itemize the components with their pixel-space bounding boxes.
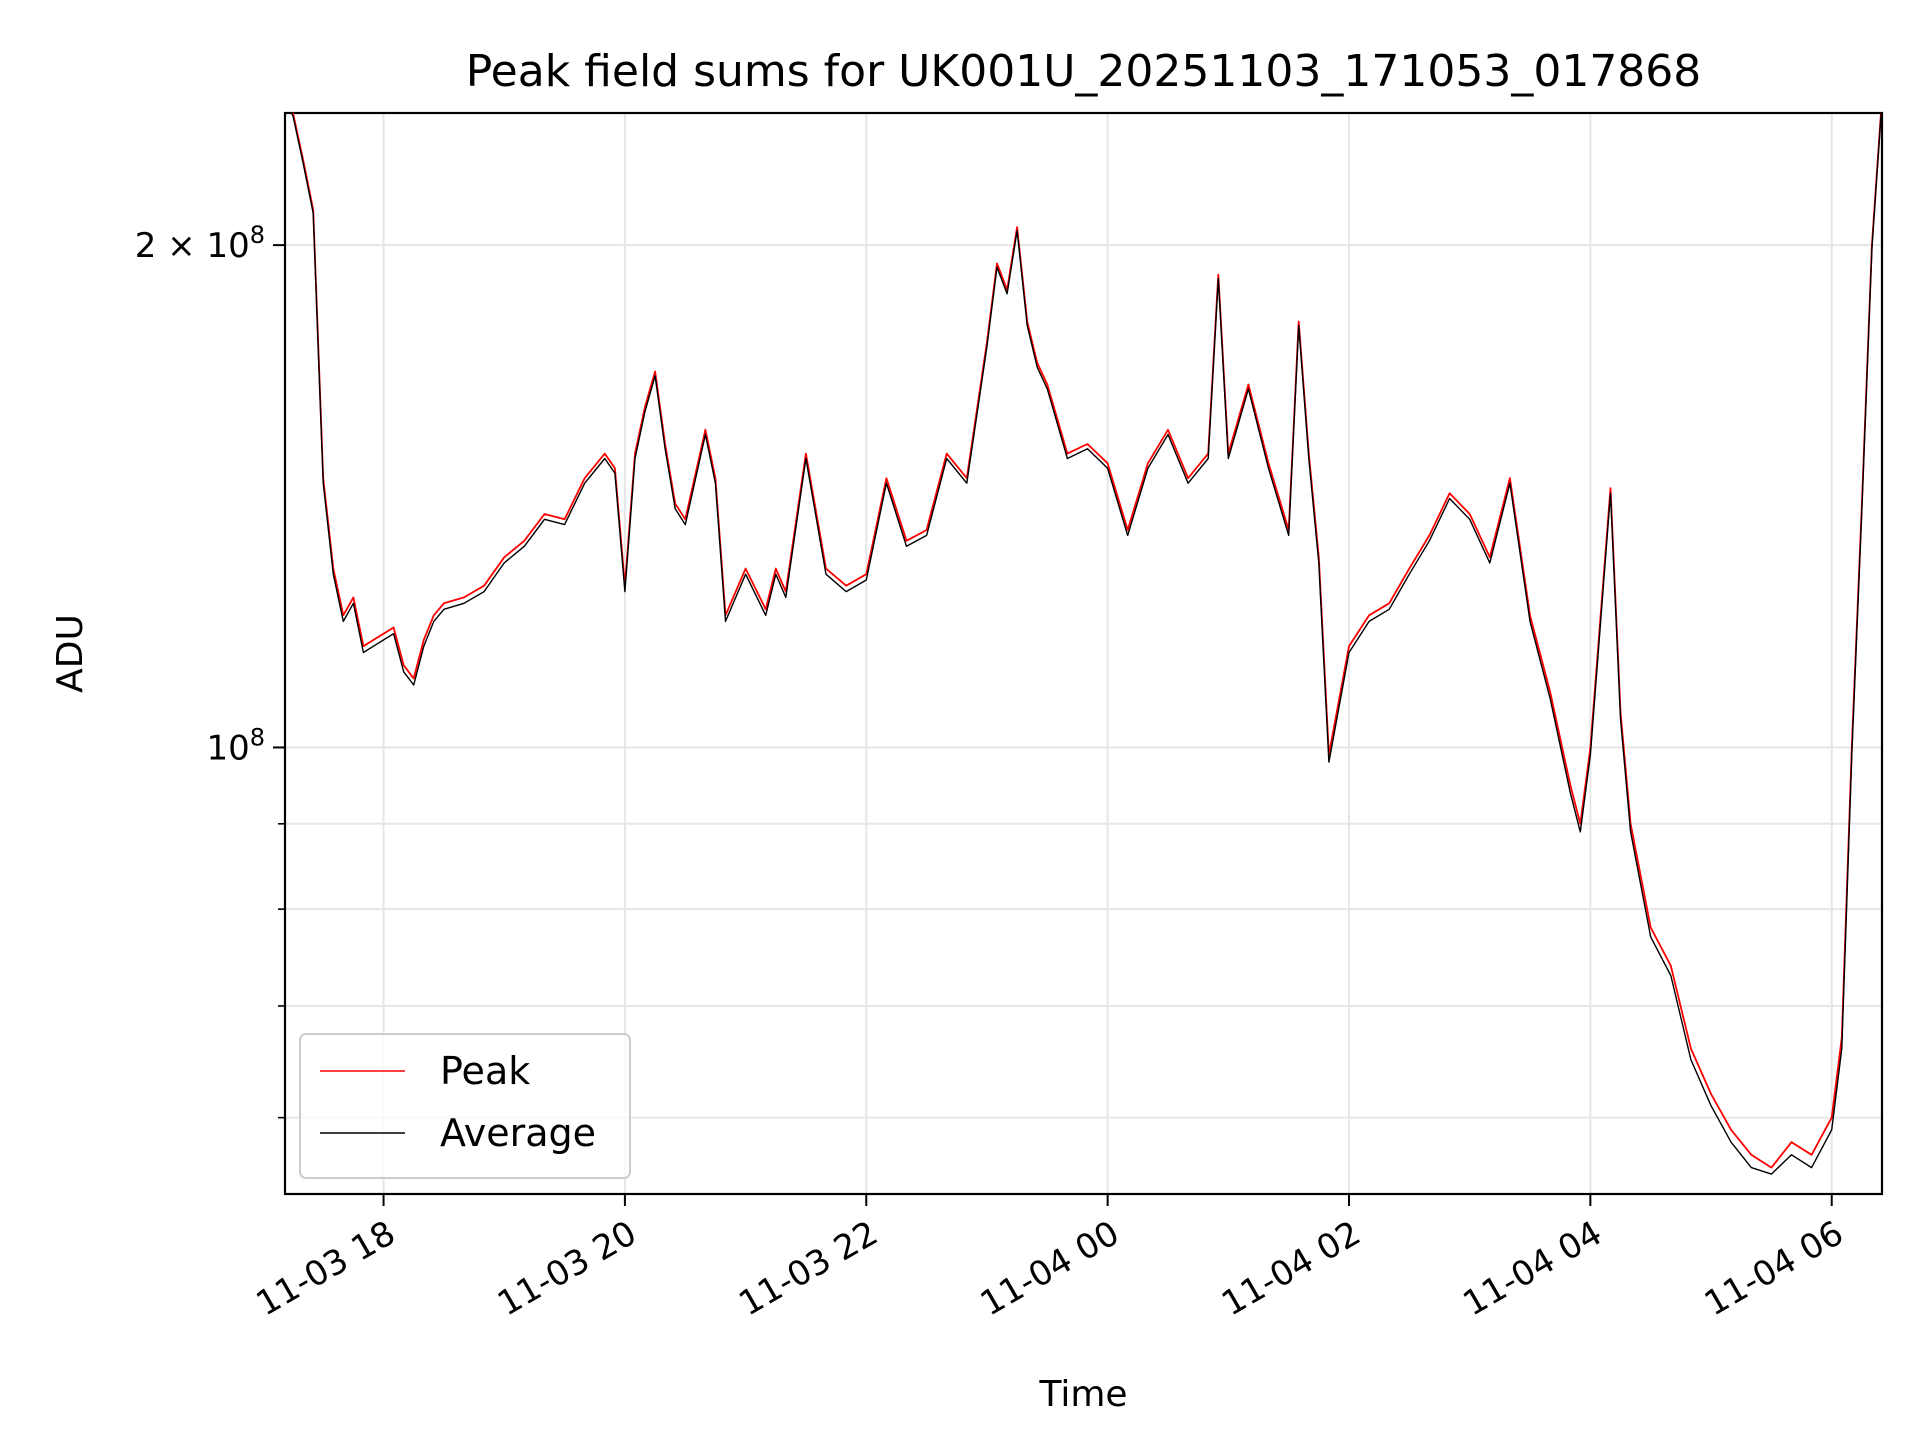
plot-area xyxy=(283,111,1884,1196)
legend: Peak Average xyxy=(299,1033,631,1179)
y-axis-label: ADU xyxy=(50,614,91,693)
y-tick-label: 108 xyxy=(206,723,265,768)
legend-label-peak: Peak xyxy=(440,1049,530,1093)
y-tick-label: 2 × 108 xyxy=(135,221,265,266)
y-axis: 108 2 × 108 xyxy=(135,221,285,1119)
legend-box xyxy=(299,1033,631,1179)
series-layer xyxy=(290,113,1882,1175)
legend-label-average: Average xyxy=(440,1111,596,1155)
chart-title: Peak field sums for UK001U_20251103_1710… xyxy=(466,46,1702,97)
series-line-average xyxy=(290,113,1882,1175)
x-axis-label: Time xyxy=(1038,1374,1127,1415)
